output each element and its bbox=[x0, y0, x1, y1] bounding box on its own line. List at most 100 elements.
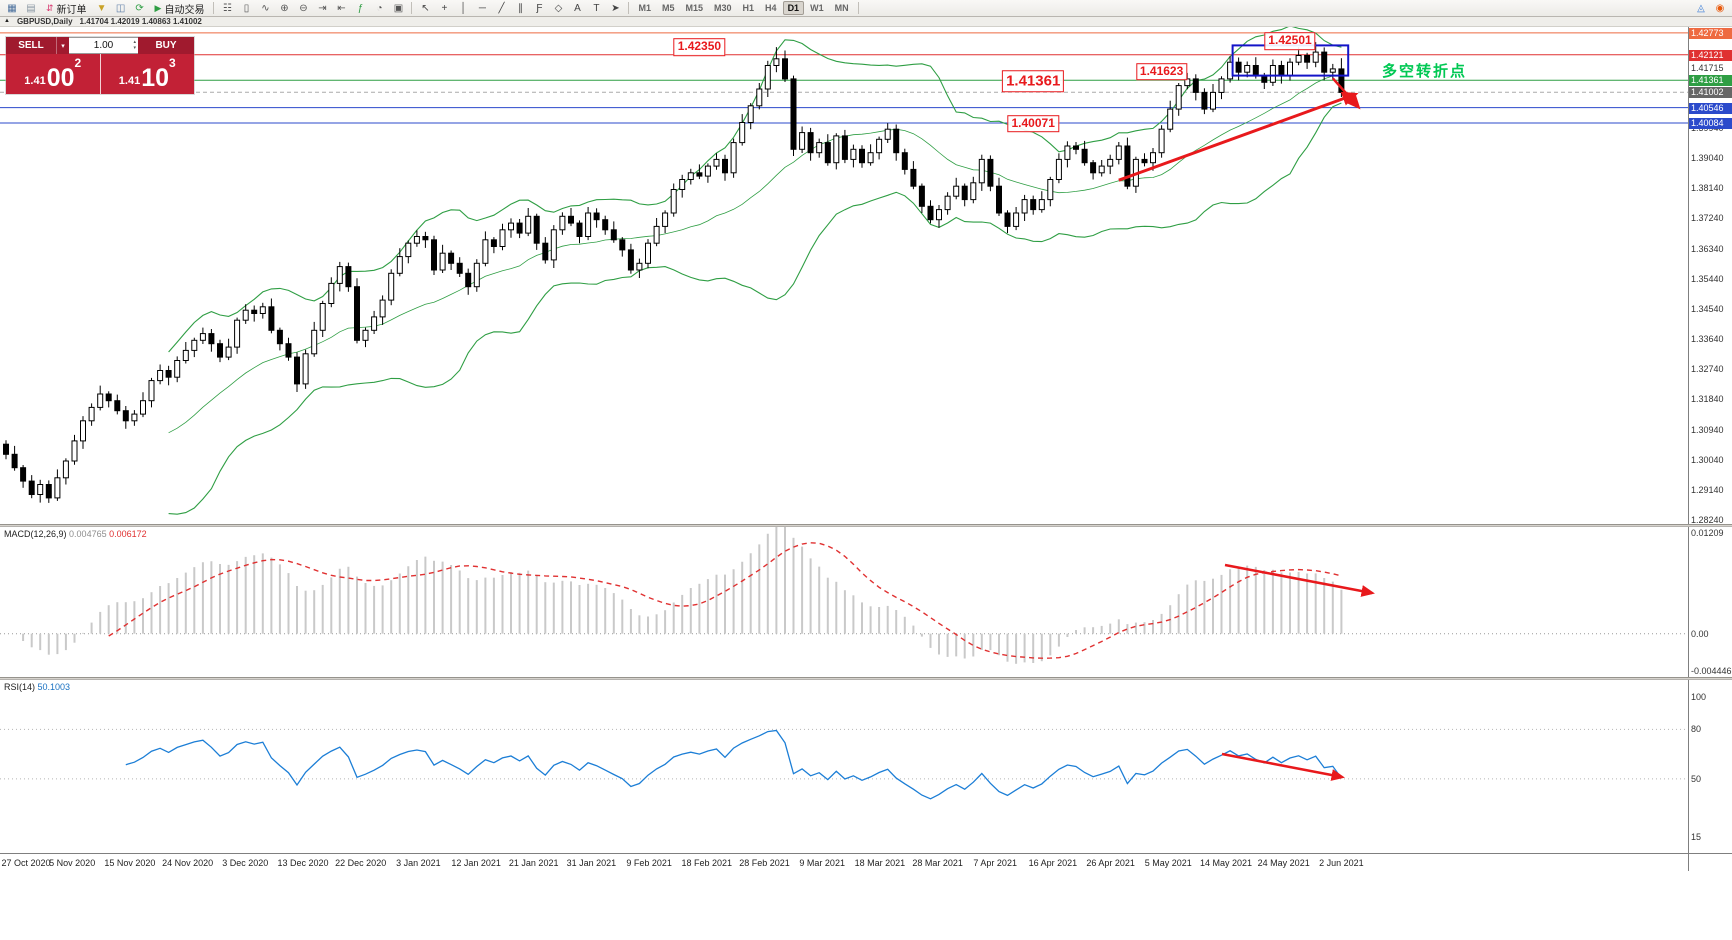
auto-scroll-icon[interactable]: ⇥ bbox=[318, 2, 327, 14]
price-axis-label: 1.36340 bbox=[1691, 243, 1724, 254]
community-icon[interactable]: ◬ bbox=[1697, 2, 1705, 14]
timeframe-m30[interactable]: M30 bbox=[714, 3, 732, 13]
buy-price-prefix: 1.41 bbox=[118, 75, 141, 87]
macd-plot[interactable]: MACD(12,26,9) 0.004765 0.006172 bbox=[0, 527, 1688, 677]
buy-header[interactable]: BUY bbox=[138, 37, 194, 54]
macd-axis[interactable]: 0.01209 0.00 -0.004446 bbox=[1688, 527, 1732, 677]
shapes-icon[interactable]: ◇ bbox=[554, 2, 563, 14]
time-axis-row: 27 Oct 2020 5 Nov 2020 15 Nov 2020 24 Nov 2… bbox=[0, 853, 1732, 871]
templates-icon[interactable]: ▣ bbox=[393, 2, 404, 14]
chart-shift-icon[interactable]: ⇤ bbox=[337, 2, 346, 14]
chart-symbol-title: GBPUSD,Daily bbox=[16, 17, 73, 26]
macd-signal-value: 0.006172 bbox=[109, 529, 147, 539]
timeframe-m5[interactable]: M5 bbox=[661, 3, 675, 13]
timeframe-m15[interactable]: M15 bbox=[685, 3, 704, 13]
rsi-axis-label: 100 bbox=[1691, 691, 1707, 702]
rsi-axis-label: 50 bbox=[1691, 773, 1702, 784]
channel-icon[interactable]: ∥ bbox=[517, 2, 523, 14]
rsi-window: RSI(14) 50.1003 100 80 50 15 bbox=[0, 680, 1732, 853]
buy-button[interactable]: 1.41 10 3 bbox=[100, 54, 194, 94]
time-axis-label: 26 Apr 2021 bbox=[1086, 858, 1135, 868]
price-axis-label: 1.28240 bbox=[1691, 515, 1724, 524]
new-chart-icon[interactable]: ▦ bbox=[7, 2, 17, 14]
buy-price-point: 3 bbox=[169, 56, 176, 70]
spinner-down-icon[interactable]: ▾ bbox=[133, 45, 136, 51]
time-axis-label: 22 Dec 2020 bbox=[335, 858, 387, 868]
horizontal-line-icon[interactable]: ─ bbox=[478, 2, 487, 14]
macd-name: MACD(12,26,9) bbox=[4, 529, 67, 539]
text-icon[interactable]: A bbox=[574, 2, 581, 14]
sell-button[interactable]: 1.41 00 2 bbox=[6, 54, 101, 94]
time-axis-label: 21 Jan 2021 bbox=[508, 858, 559, 868]
time-axis-label: 5 May 2021 bbox=[1144, 858, 1192, 868]
timeframe-h4[interactable]: H4 bbox=[765, 3, 777, 13]
chart-collapse-icon[interactable]: ▲ bbox=[4, 18, 10, 24]
autotrading-button-label: 自动交易 bbox=[164, 4, 205, 16]
new-order-button-label: 新订单 bbox=[56, 4, 87, 16]
filter-icon[interactable]: ▼ bbox=[96, 2, 107, 14]
periods-icon[interactable]: ◔ bbox=[376, 2, 383, 14]
time-axis-label: 3 Jan 2021 bbox=[396, 858, 441, 868]
candlestick-chart-icon[interactable]: ▯ bbox=[243, 2, 250, 14]
text-label-icon[interactable]: T bbox=[593, 2, 600, 14]
one-click-trading-panel: SELL ▾ 1.00 ▴ ▾ BUY 1.41 00 2 1.41 10 3 bbox=[6, 37, 194, 94]
bottom-space bbox=[0, 871, 1732, 940]
price-tag: 1.40546 bbox=[1689, 102, 1732, 114]
time-axis[interactable]: 27 Oct 2020 5 Nov 2020 15 Nov 2020 24 Nov 2… bbox=[0, 854, 1688, 871]
sell-header[interactable]: SELL bbox=[6, 37, 56, 54]
price-axis-label: 1.33640 bbox=[1691, 334, 1724, 344]
price-axis-label: 1.30940 bbox=[1691, 424, 1724, 435]
arrows-tool-icon[interactable]: ➤ bbox=[611, 2, 620, 14]
rsi-canvas bbox=[0, 728, 1688, 800]
crosshair-icon[interactable]: + bbox=[441, 2, 448, 14]
autotrading-button[interactable]: ▶ 自动交易 bbox=[150, 1, 210, 16]
timeframe-h1[interactable]: H1 bbox=[742, 3, 755, 13]
chart-window-icon[interactable]: ◫ bbox=[115, 2, 126, 14]
bar-chart-icon[interactable]: ☷ bbox=[222, 2, 232, 14]
chart-title-bar: ▲ GBPUSD,Daily 1.41704 1.42019 1.40863 1… bbox=[0, 17, 1732, 27]
cursor-icon[interactable]: ↖ bbox=[421, 2, 430, 14]
main-chart-window: 1.42350 1.41361 1.41623 1.42501 1.40071 多空转折… bbox=[0, 27, 1732, 524]
fibonacci-icon[interactable]: Ƒ bbox=[536, 2, 543, 14]
zoom-out-icon[interactable]: ⊖ bbox=[299, 2, 308, 14]
line-chart-icon[interactable]: ∿ bbox=[261, 2, 270, 14]
chart-ohlc-values: 1.41704 1.42019 1.40863 1.41002 bbox=[79, 17, 202, 26]
refresh-icon[interactable]: ⟳ bbox=[135, 2, 144, 14]
time-axis-label: 15 Nov 2020 bbox=[104, 858, 156, 868]
notification-icon[interactable]: ◉ bbox=[1715, 2, 1725, 14]
price-axis-label: 1.38140 bbox=[1691, 183, 1724, 194]
timeframe-mn[interactable]: MN bbox=[834, 3, 849, 13]
order-arrows-icon: ⇵ bbox=[46, 2, 54, 13]
price-axis[interactable]: 1.399401.390401.381401.372401.363401.354… bbox=[1688, 27, 1732, 524]
toolbar-separator bbox=[411, 2, 413, 14]
price-axis-label: 1.35440 bbox=[1691, 273, 1724, 284]
timeframe-d1[interactable]: D1 bbox=[782, 1, 805, 15]
window-splitter-rsi[interactable] bbox=[0, 677, 1732, 680]
main-chart-canvas bbox=[0, 27, 1688, 515]
price-axis-label: 1.32740 bbox=[1691, 364, 1724, 375]
rsi-plot[interactable]: RSI(14) 50.1003 bbox=[0, 680, 1688, 853]
volume-spinner[interactable]: ▴ ▾ bbox=[133, 39, 136, 51]
price-tag: 1.40084 bbox=[1689, 118, 1732, 129]
zoom-in-icon[interactable]: ⊕ bbox=[280, 2, 289, 14]
rsi-axis-label: 15 bbox=[1691, 831, 1702, 842]
volume-input[interactable]: 1.00 ▴ ▾ bbox=[69, 37, 138, 54]
chart-price-label: 1.42350 bbox=[673, 38, 726, 56]
indicators-icon[interactable]: ƒ bbox=[357, 2, 364, 14]
time-axis-label: 14 May 2021 bbox=[1199, 858, 1253, 868]
vertical-line-icon[interactable]: │ bbox=[460, 2, 467, 14]
window-splitter-macd[interactable] bbox=[0, 524, 1732, 527]
time-axis-label: 27 Oct 2020 bbox=[1, 858, 51, 868]
trendline-icon[interactable]: ╱ bbox=[498, 2, 505, 14]
sell-caret-icon[interactable]: ▾ bbox=[56, 37, 69, 54]
time-axis-label: 3 Dec 2020 bbox=[222, 858, 269, 868]
price-axis-label: 1.37240 bbox=[1691, 213, 1724, 224]
rsi-axis[interactable]: 100 80 50 15 bbox=[1688, 680, 1732, 853]
spinner-up-icon[interactable]: ▴ bbox=[133, 39, 136, 45]
main-chart-plot[interactable]: 1.42350 1.41361 1.41623 1.42501 1.40071 多空转折… bbox=[0, 27, 1688, 524]
timeframe-m1[interactable]: M1 bbox=[638, 3, 651, 13]
profiles-icon[interactable]: ▤ bbox=[26, 2, 36, 14]
time-axis-label: 13 Dec 2020 bbox=[277, 858, 329, 868]
new-order-button[interactable]: ⇵ 新订单 bbox=[41, 1, 92, 16]
timeframe-w1[interactable]: W1 bbox=[810, 3, 824, 13]
